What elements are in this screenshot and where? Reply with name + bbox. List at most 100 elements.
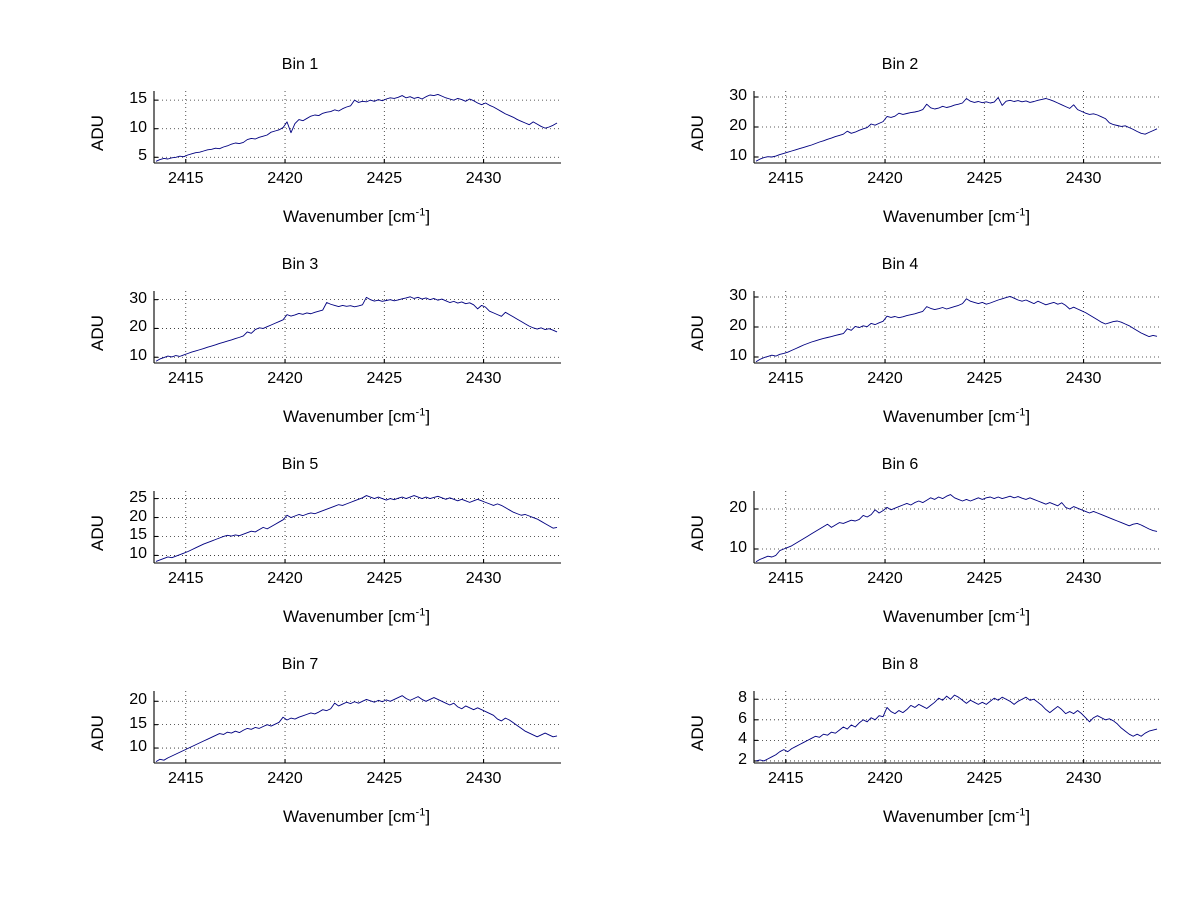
subplot-panel: Bin 6 ADU Wavenumber [cm-1] 10 20 2415 2420 242… [600, 450, 1200, 650]
y-tick-label: 20 [129, 691, 147, 709]
x-axis-label: Wavenumber [cm-1] [153, 207, 560, 227]
panel-title: Bin 7 [281, 656, 319, 673]
x-tick-label: 2430 [465, 170, 502, 187]
data-series-line [155, 93, 558, 162]
subplot-panel: Bin 7 ADU Wavenumber [cm-1] 10 15 20 2415 2420 2… [0, 650, 600, 850]
x-axis-label-exponent: -1 [415, 406, 426, 419]
panel-title: Bin 4 [881, 256, 919, 273]
plot-area [153, 491, 561, 564]
x-tick-label: 2415 [767, 370, 804, 387]
panel-title: Bin 8 [881, 656, 919, 673]
x-axis-label-exponent: -1 [1015, 406, 1026, 419]
x-tick-label: 2420 [267, 570, 303, 587]
x-tick-label: 2420 [267, 170, 303, 187]
panel-title: Bin 1 [281, 56, 319, 73]
y-tick-label: 15 [129, 526, 147, 544]
x-axis-label: Wavenumber [cm-1] [753, 807, 1160, 827]
subplot-panel: Bin 1 ADU Wavenumber [cm-1] 5 10 15 2415 2420 24… [0, 50, 600, 250]
x-tick-label: 2425 [966, 370, 1003, 387]
x-axis-label-text: Wavenumber [cm [882, 207, 1016, 226]
y-tick-label: 20 [729, 317, 747, 334]
x-tick-label: 2420 [267, 370, 303, 387]
plot-area [153, 291, 561, 364]
subplot-panel: Bin 4 ADU Wavenumber [cm-1] 10 20 30 2415 2420 2… [600, 250, 1200, 450]
y-tick-label: 8 [738, 689, 747, 707]
x-tick-label: 2425 [366, 770, 403, 787]
x-axis-label-tail: ] [1025, 407, 1031, 426]
x-axis-label-tail: ] [1025, 607, 1031, 626]
x-tick-label: 2425 [966, 570, 1003, 587]
x-axis-label: Wavenumber [cm-1] [753, 407, 1160, 427]
x-tick-label: 2430 [465, 570, 502, 587]
y-tick-label: 2 [738, 750, 747, 768]
y-tick-label: 30 [129, 289, 147, 307]
panel-title: Bin 6 [881, 456, 919, 473]
subplot-panel: Bin 5 ADU Wavenumber [cm-1] 10 15 20 25 2415 242… [0, 450, 600, 650]
data-series-line [755, 295, 1158, 363]
plot-area [153, 691, 561, 764]
x-tick-label: 2430 [1065, 570, 1102, 587]
x-axis-label-tail: ] [425, 607, 431, 626]
x-tick-label: 2415 [167, 170, 204, 187]
subplot-panel: Bin 8 ADU Wavenumber [cm-1] 2 4 6 8 2415 2420 242… [600, 650, 1200, 850]
y-tick-label: 6 [738, 709, 747, 727]
plot-area [753, 291, 1161, 364]
x-axis-label-text: Wavenumber [cm [282, 207, 416, 226]
x-axis-label-exponent: -1 [415, 606, 426, 619]
x-axis-label: Wavenumber [cm-1] [753, 207, 1160, 227]
x-axis-label-text: Wavenumber [cm [282, 607, 416, 626]
y-tick-label: 20 [129, 318, 147, 336]
x-tick-label: 2415 [167, 370, 204, 387]
x-axis-label-tail: ] [1025, 807, 1031, 826]
y-tick-label: 10 [129, 545, 147, 563]
panel-title: Bin 5 [281, 456, 319, 473]
x-tick-label: 2430 [1065, 770, 1102, 787]
data-series-line [155, 495, 558, 562]
x-axis-label-tail: ] [1025, 207, 1031, 226]
y-tick-label: 15 [129, 714, 147, 732]
y-tick-label: 20 [729, 499, 747, 516]
y-tick-label: 4 [738, 730, 747, 748]
x-axis-label-text: Wavenumber [cm [882, 807, 1016, 826]
y-tick-label: 10 [129, 347, 147, 365]
plot-area [753, 491, 1161, 564]
data-series-line [155, 296, 558, 362]
panel-title: Bin 2 [881, 56, 919, 73]
x-axis-label-exponent: -1 [415, 206, 426, 219]
y-tick-label: 10 [729, 539, 747, 556]
x-tick-label: 2425 [966, 170, 1003, 187]
x-tick-label: 2415 [767, 570, 804, 587]
data-series-line [755, 694, 1158, 762]
x-tick-label: 2415 [767, 170, 804, 187]
x-axis-label: Wavenumber [cm-1] [153, 807, 560, 827]
y-tick-label: 15 [129, 90, 147, 108]
x-axis-label-text: Wavenumber [cm [882, 607, 1016, 626]
y-tick-label: 5 [138, 147, 147, 165]
data-series-line [155, 695, 558, 762]
x-tick-label: 2420 [867, 770, 903, 787]
x-axis-label-exponent: -1 [1015, 206, 1026, 219]
x-tick-label: 2420 [267, 770, 303, 787]
x-tick-label: 2425 [966, 770, 1003, 787]
y-tick-label: 10 [729, 147, 747, 164]
data-series-line [755, 97, 1158, 162]
x-axis-label: Wavenumber [cm-1] [153, 407, 560, 427]
x-tick-label: 2420 [867, 170, 903, 187]
x-tick-label: 2430 [465, 770, 502, 787]
x-axis-label-tail: ] [425, 807, 431, 826]
x-axis-label-exponent: -1 [415, 806, 426, 819]
data-series-line [755, 494, 1158, 563]
y-tick-label: 10 [129, 118, 147, 136]
x-tick-label: 2425 [366, 170, 403, 187]
x-axis-label-tail: ] [425, 407, 431, 426]
x-tick-label: 2430 [1065, 370, 1102, 387]
y-tick-label: 10 [129, 738, 147, 756]
x-axis-label-text: Wavenumber [cm [282, 407, 416, 426]
x-axis-label: Wavenumber [cm-1] [753, 607, 1160, 627]
x-tick-label: 2430 [1065, 170, 1102, 187]
panel-title: Bin 3 [281, 256, 319, 273]
x-axis-label-tail: ] [425, 207, 431, 226]
x-tick-label: 2415 [167, 770, 204, 787]
x-axis-label-text: Wavenumber [cm [882, 407, 1016, 426]
